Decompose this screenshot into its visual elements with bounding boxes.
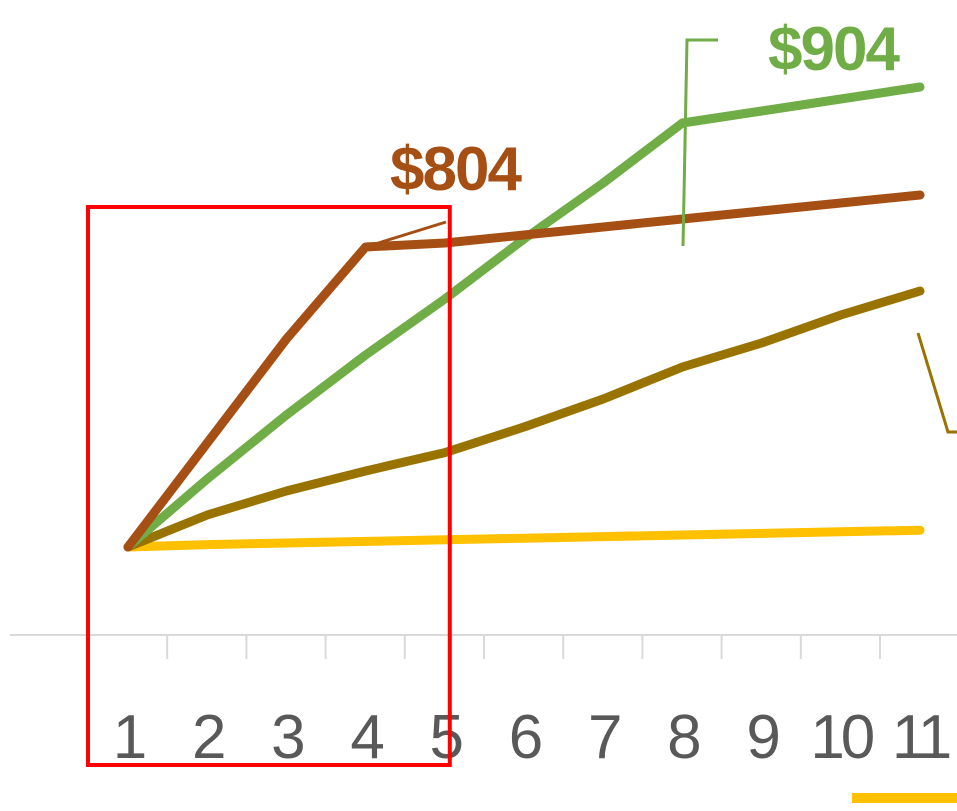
data-label-green: $904 bbox=[768, 15, 900, 84]
data-callouts: $804 $904 bbox=[365, 15, 957, 434]
x-tick-label: 8 bbox=[667, 703, 699, 772]
highlight-box-layer bbox=[86, 205, 452, 767]
x-tick-label: 11 bbox=[892, 703, 950, 772]
x-tick-label: 9 bbox=[746, 703, 778, 772]
highlight-box bbox=[86, 205, 452, 767]
series-line-orange bbox=[123, 525, 925, 552]
callout-leader-brown bbox=[365, 220, 447, 249]
series-lines bbox=[123, 82, 925, 552]
x-tick-label: 2 bbox=[192, 703, 224, 772]
callout-leader-green bbox=[681, 38, 718, 247]
x-tick-label: 4 bbox=[350, 703, 383, 772]
x-tick-label: 7 bbox=[588, 703, 620, 772]
series-line-gold bbox=[123, 286, 925, 552]
callout-leader-gold bbox=[916, 332, 957, 434]
x-axis: 1 2 3 4 5 6 7 8 9 10 11 bbox=[10, 634, 957, 772]
data-label-brown: $804 bbox=[390, 135, 522, 204]
x-tick-label: 10 bbox=[810, 703, 873, 772]
x-tick-label: 6 bbox=[509, 703, 541, 772]
x-tick-label: 1 bbox=[113, 703, 145, 772]
series-line-brown bbox=[123, 190, 925, 552]
x-tick-label: 5 bbox=[430, 703, 462, 772]
series-line-green bbox=[123, 82, 925, 552]
x-tick-label: 3 bbox=[271, 703, 303, 772]
